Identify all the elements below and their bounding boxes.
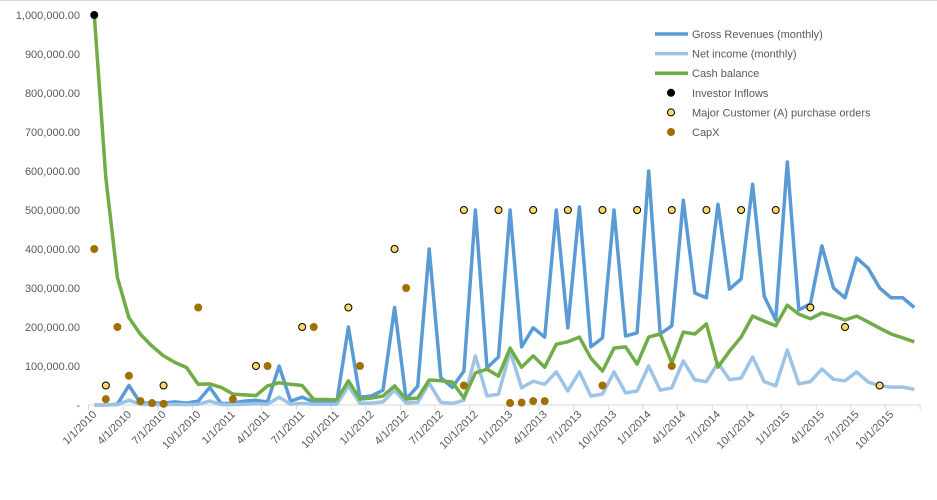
x-tick-label: 4/1/2010 xyxy=(95,409,134,448)
x-tick-label: 4/1/2012 xyxy=(372,409,411,448)
y-tick-label: 400,000.00 xyxy=(25,244,80,256)
legend-label-major-customer-a-purchase-orders: Major Customer (A) purchase orders xyxy=(692,107,871,119)
point-major-customer-a-purchase-orders xyxy=(841,323,850,331)
y-tick-label: 1,000,000.00 xyxy=(16,10,80,22)
point-capx xyxy=(540,397,549,406)
legend-swatch-investor-inflows xyxy=(667,88,675,97)
point-major-customer-a-purchase-orders xyxy=(598,206,607,214)
point-major-customer-a-purchase-orders xyxy=(459,206,468,214)
y-tick-label: - xyxy=(76,400,80,412)
point-capx xyxy=(148,399,157,408)
point-major-customer-a-purchase-orders xyxy=(633,206,642,214)
series-lines xyxy=(92,14,916,407)
x-tick-label: 10/1/2014 xyxy=(715,409,758,452)
x-tick-label: 1/1/2015 xyxy=(754,409,793,448)
point-capx xyxy=(194,303,203,312)
point-major-customer-a-purchase-orders xyxy=(702,206,711,214)
point-capx xyxy=(355,362,364,370)
legend-label-cash-balance: Cash balance xyxy=(692,68,759,80)
point-capx xyxy=(529,397,538,406)
point-major-customer-a-purchase-orders xyxy=(875,381,884,390)
series-points xyxy=(90,11,884,408)
y-tick-label: 900,000.00 xyxy=(25,49,80,61)
point-capx xyxy=(124,371,133,380)
x-tick-label: 10/1/2015 xyxy=(853,409,896,452)
legend-swatch-major-customer-a-purchase-orders xyxy=(667,108,675,117)
legend-label-gross-revenues-monthly: Gross Revenues (monthly) xyxy=(692,29,823,41)
point-major-customer-a-purchase-orders xyxy=(101,381,110,390)
point-investor-inflows xyxy=(90,11,99,19)
x-tick-label: 4/1/2013 xyxy=(511,409,550,448)
legend-swatch-capx xyxy=(667,128,675,136)
x-tick-label: 4/1/2014 xyxy=(650,409,689,448)
point-capx xyxy=(598,381,607,390)
y-tick-label: 300,000.00 xyxy=(25,283,80,295)
x-tick-label: 1/1/2013 xyxy=(476,409,515,448)
series-line-cash-balance xyxy=(92,14,915,402)
point-capx xyxy=(402,284,411,292)
x-tick-label: 10/1/2012 xyxy=(437,409,480,452)
y-tick-label: 800,000.00 xyxy=(25,88,80,100)
legend-label-net-income-monthly: Net income (monthly) xyxy=(692,49,797,61)
point-major-customer-a-purchase-orders xyxy=(667,206,676,214)
x-tick-label: 1/1/2014 xyxy=(615,409,654,448)
point-capx xyxy=(90,245,99,253)
y-tick-label: 600,000.00 xyxy=(25,166,80,178)
point-major-customer-a-purchase-orders xyxy=(771,206,780,214)
point-major-customer-a-purchase-orders xyxy=(344,303,353,312)
point-capx xyxy=(101,395,110,404)
point-major-customer-a-purchase-orders xyxy=(563,206,572,214)
x-tick-label: 1/1/2011 xyxy=(200,409,238,447)
legend: Gross Revenues (monthly) Net income (mont… xyxy=(655,29,871,139)
x-tick-label: 10/1/2013 xyxy=(576,409,619,452)
x-tick-label: 4/1/2015 xyxy=(788,409,827,448)
point-capx xyxy=(667,362,676,370)
point-capx xyxy=(309,323,318,331)
x-tick-label: 1/1/2012 xyxy=(338,409,377,448)
point-capx xyxy=(263,362,272,370)
point-capx xyxy=(459,381,468,390)
x-tick-label: 10/1/2010 xyxy=(160,409,203,452)
point-major-customer-a-purchase-orders xyxy=(494,206,503,214)
y-axis: - 100,000.00 200,000.00 300,000.00 400,000.0… xyxy=(16,10,81,412)
point-capx xyxy=(517,398,526,407)
x-tick-label: 4/1/2011 xyxy=(234,409,272,447)
x-axis: 1/1/20104/1/20107/1/201010/1/20101/1/201… xyxy=(61,404,921,452)
point-capx xyxy=(159,399,168,408)
point-major-customer-a-purchase-orders xyxy=(298,323,307,331)
x-tick-label: 10/1/2011 xyxy=(299,409,342,452)
legend-label-capx: CapX xyxy=(692,127,720,139)
point-major-customer-a-purchase-orders xyxy=(806,303,815,312)
y-tick-label: 700,000.00 xyxy=(25,127,80,139)
point-major-customer-a-purchase-orders xyxy=(737,206,746,214)
x-tick-label: 1/1/2010 xyxy=(61,409,100,448)
point-major-customer-a-purchase-orders xyxy=(251,362,260,370)
point-major-customer-a-purchase-orders xyxy=(529,206,538,214)
y-tick-label: 100,000.00 xyxy=(25,361,80,373)
point-major-customer-a-purchase-orders xyxy=(390,245,399,253)
point-capx xyxy=(113,323,122,331)
y-tick-label: 500,000.00 xyxy=(25,205,80,217)
series-line-net-income-monthly xyxy=(94,348,915,407)
point-capx xyxy=(228,395,237,404)
point-capx xyxy=(136,397,145,406)
point-capx xyxy=(506,399,515,408)
point-major-customer-a-purchase-orders xyxy=(159,381,168,390)
legend-label-investor-inflows: Investor Inflows xyxy=(692,88,769,100)
y-tick-label: 200,000.00 xyxy=(25,322,80,334)
